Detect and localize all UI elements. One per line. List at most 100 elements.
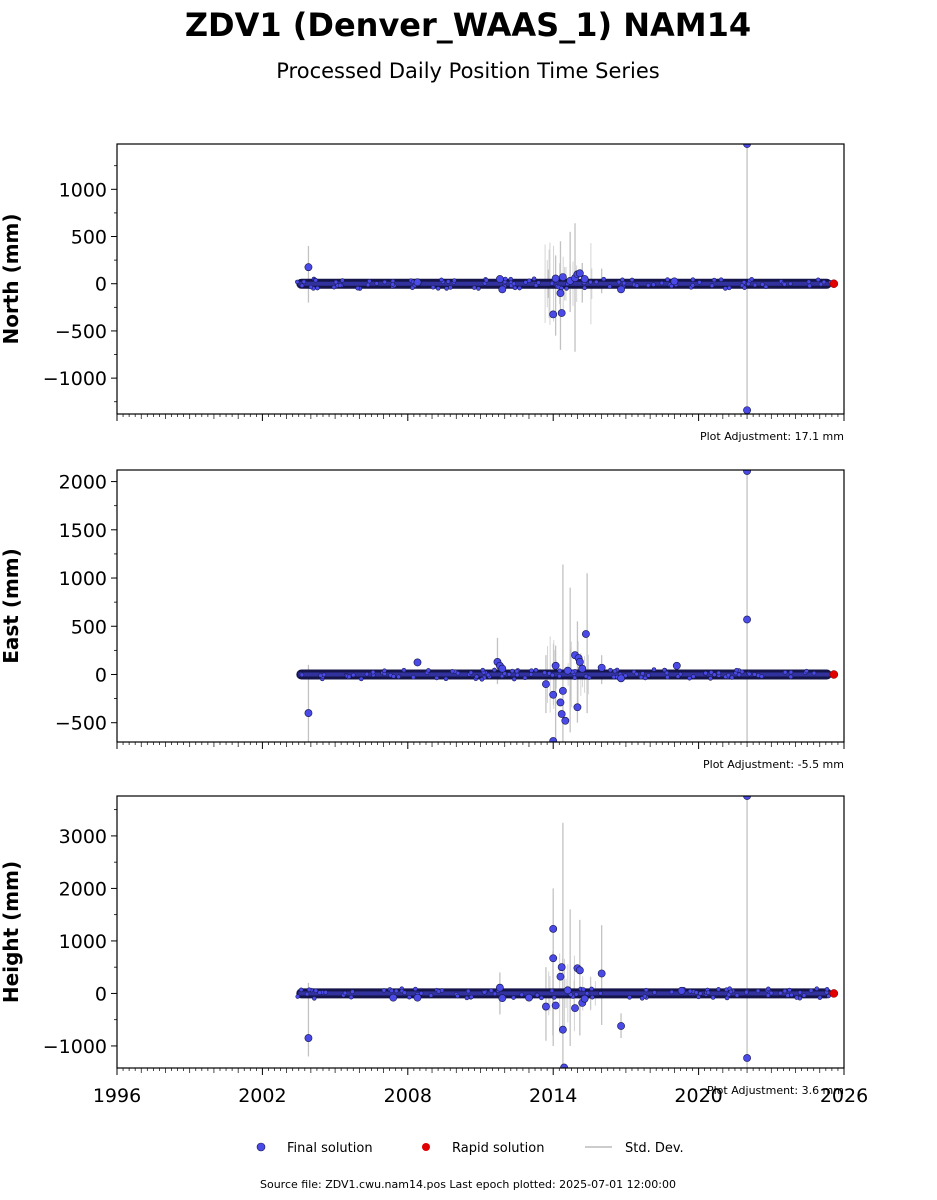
final-solution-outlier (495, 983, 504, 992)
final-solution-point (817, 995, 823, 1000)
final-solution-point (728, 989, 734, 995)
final-solution-point (522, 675, 528, 681)
final-solution-point (574, 992, 579, 997)
final-solution-point (651, 667, 657, 672)
final-solution-point (428, 993, 434, 998)
x-tick-label: 2008 (384, 1085, 432, 1107)
final-solution-point (734, 667, 739, 673)
final-solution-point (598, 991, 603, 996)
legend-std-label: Std. Dev. (625, 1141, 684, 1156)
final-solution-point (639, 996, 645, 1001)
final-solution-point (519, 992, 524, 997)
final-solution-point (766, 986, 771, 992)
final-solution-point (640, 671, 645, 676)
plot-adjustment-note: Plot Adjustment: 17.1 mm (700, 430, 844, 443)
final-solution-point (450, 668, 455, 674)
final-solution-outlier (557, 309, 566, 317)
final-solution-point (669, 989, 674, 995)
final-solution-point (752, 672, 757, 677)
legend-final-label: Final solution (287, 1141, 373, 1156)
final-solution-outlier (578, 664, 587, 673)
final-solution-point (529, 668, 534, 673)
final-solution-outlier (542, 1002, 550, 1011)
final-solution-point (711, 277, 717, 283)
y-tick-label: 1500 (59, 520, 107, 542)
final-solution-point (445, 279, 451, 284)
final-solution-point (534, 992, 540, 998)
final-solution-point (782, 988, 788, 994)
final-solution-point (726, 672, 731, 678)
final-solution-point (589, 986, 594, 992)
final-solution-point (474, 674, 479, 679)
final-solution-point (698, 991, 703, 996)
final-solution-point (627, 995, 632, 1000)
legend-rapid-marker (422, 1143, 430, 1151)
y-tick-label: 0 (95, 983, 107, 1005)
final-solution-point (710, 995, 716, 1000)
final-solution-point (806, 279, 812, 285)
final-solution-outlier (495, 275, 504, 283)
final-solution-outlier (743, 470, 751, 475)
final-solution-point (321, 672, 327, 678)
final-solution-point (652, 990, 657, 995)
plot-area (296, 470, 839, 742)
final-solution-point (645, 282, 651, 288)
plot-adjustment-note: Plot Adjustment: 3.6 mm (707, 1084, 844, 1097)
final-solution-outlier (542, 680, 550, 689)
final-solution-point (808, 988, 814, 993)
final-solution-point (472, 285, 477, 290)
final-solution-point (755, 988, 761, 994)
final-solution-point (601, 276, 606, 282)
final-solution-point (313, 988, 319, 994)
final-solution-point (638, 674, 644, 680)
final-solution-point (411, 674, 416, 680)
final-solution-point (821, 279, 827, 285)
final-solution-point (697, 280, 702, 285)
rapid-solution-point (829, 989, 839, 998)
final-solution-point (785, 993, 790, 998)
final-solution-point (382, 279, 388, 285)
y-tick-label: −500 (55, 321, 107, 343)
final-solution-point (742, 285, 747, 290)
final-solution-outlier (575, 658, 584, 666)
final-solution-point (313, 278, 318, 283)
final-solution-point (466, 988, 471, 994)
final-solution-outlier (597, 663, 606, 672)
final-solution-point (778, 990, 783, 996)
final-solution-point (533, 667, 539, 673)
final-solution-point (797, 990, 803, 995)
y-tick-label: 2000 (59, 878, 107, 900)
rapid-solution-point (829, 279, 839, 288)
final-solution-point (295, 994, 300, 999)
final-solution-point (351, 672, 356, 678)
final-solution-point (752, 282, 758, 288)
final-solution-point (706, 990, 711, 995)
final-solution-point (665, 674, 670, 680)
final-solution-point (712, 672, 717, 677)
final-solution-point (749, 277, 754, 282)
final-solution-point (413, 986, 418, 992)
final-solution-point (716, 670, 721, 676)
plot-area (295, 796, 839, 1068)
final-solution-point (426, 668, 431, 673)
final-solution-point (381, 988, 387, 993)
final-solution-point (651, 282, 656, 287)
legend-rapid-label: Rapid solution (452, 1141, 544, 1156)
final-solution-point (430, 285, 436, 290)
final-solution-outlier (557, 963, 566, 972)
final-solution-outlier (556, 698, 565, 707)
final-solution-point (523, 280, 528, 285)
final-solution-outlier (563, 986, 572, 995)
final-solution-outlier (556, 972, 565, 981)
final-solution-point (511, 995, 516, 1000)
final-solution-point (492, 667, 497, 673)
final-solution-point (539, 995, 544, 1001)
final-solution-point (642, 675, 648, 681)
plot-area (295, 144, 839, 414)
final-solution-point (782, 670, 788, 675)
final-solution-point (389, 988, 394, 994)
final-solution-outlier (413, 658, 422, 667)
final-solution-outlier (597, 969, 606, 978)
final-solution-point (382, 668, 387, 673)
final-solution-point (511, 676, 517, 682)
